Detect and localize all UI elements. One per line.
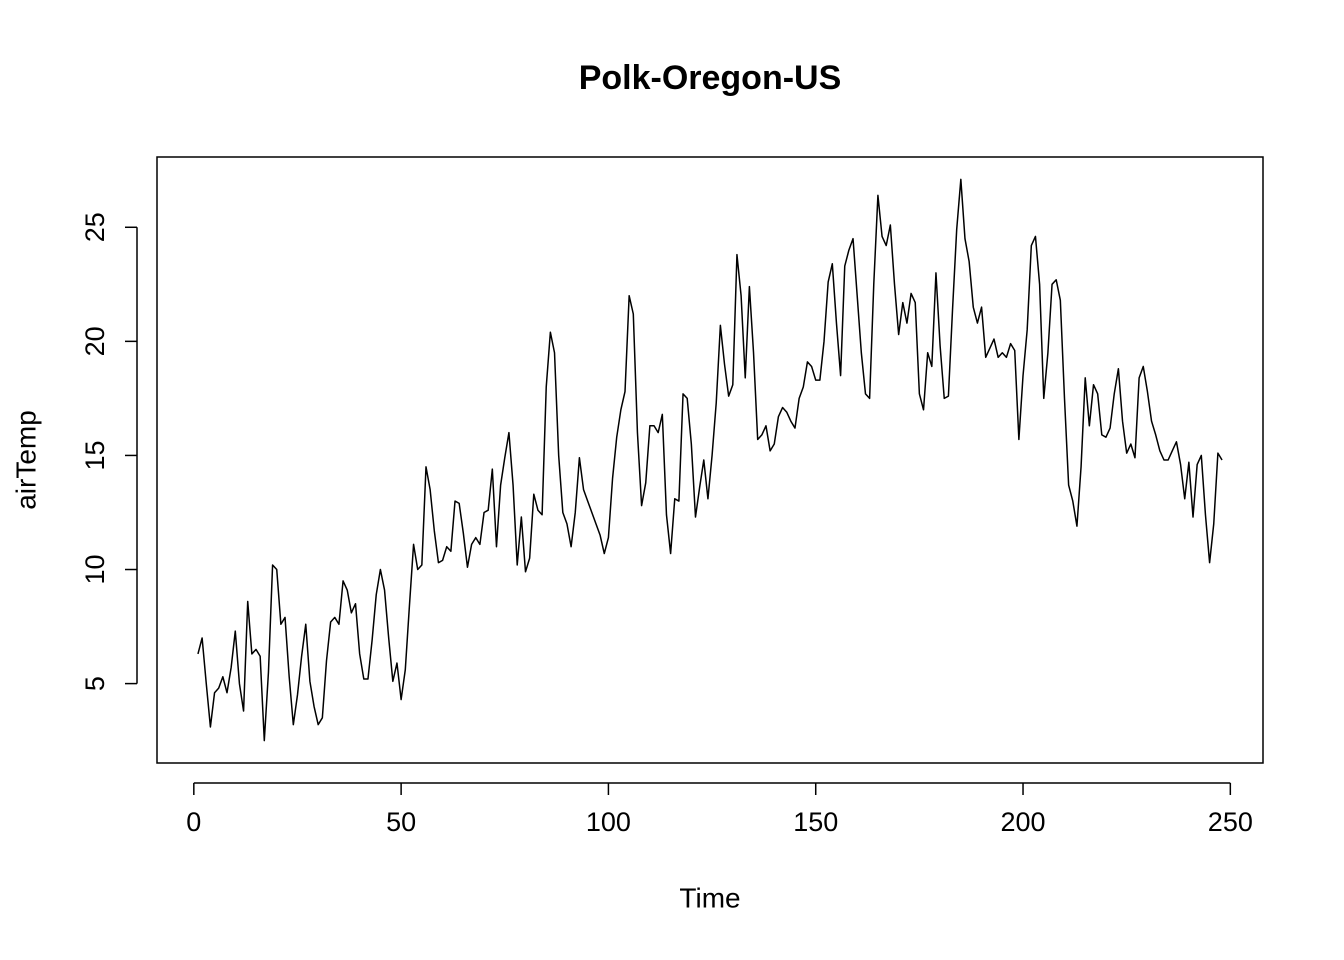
x-tick-label: 0	[186, 807, 201, 837]
y-tick-label: 20	[80, 326, 110, 356]
data-line	[197, 178, 1223, 742]
y-tick-label: 10	[80, 554, 110, 584]
x-tick-label: 50	[386, 807, 416, 837]
chart-title: Polk-Oregon-US	[579, 59, 842, 97]
y-tick-label: 5	[80, 676, 110, 691]
y-axis-label: airTemp	[10, 410, 41, 510]
x-tick-label: 150	[793, 807, 838, 837]
x-tick-label: 200	[1000, 807, 1045, 837]
x-axis-label: Time	[679, 882, 740, 913]
x-tick-label: 250	[1208, 807, 1253, 837]
plot-frame	[156, 156, 1264, 764]
y-tick-label: 25	[80, 212, 110, 242]
x-tick-label: 100	[586, 807, 631, 837]
y-tick-label: 15	[80, 440, 110, 470]
